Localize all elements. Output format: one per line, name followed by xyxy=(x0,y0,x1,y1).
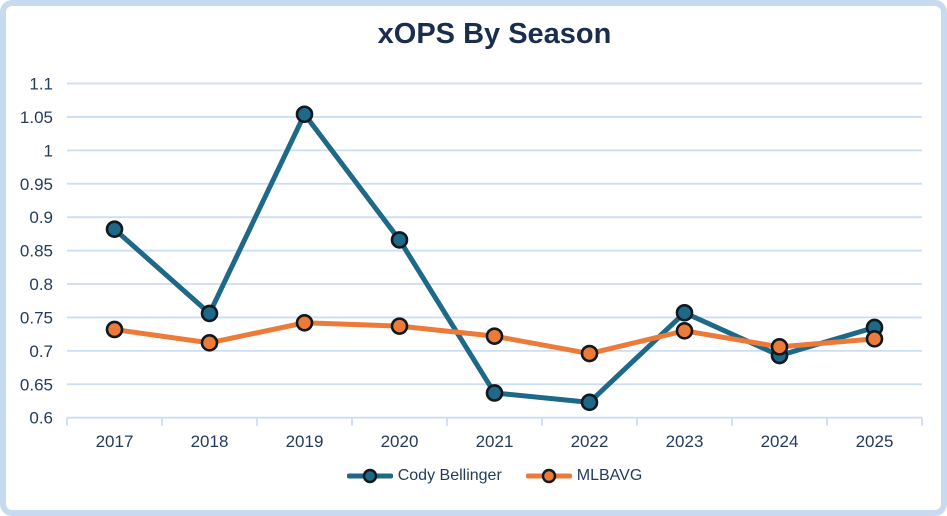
chart-legend: Cody Bellinger MLBAVG xyxy=(67,466,922,486)
x-tick-label: 2024 xyxy=(761,432,799,451)
x-tick-label: 2023 xyxy=(666,432,704,451)
data-point-cody-bellinger-2018 xyxy=(200,304,219,323)
x-tick-label: 2021 xyxy=(476,432,514,451)
y-tick-label: 1 xyxy=(44,141,53,160)
data-point-mlbavg-2018 xyxy=(200,334,219,352)
y-tick-label: 0.8 xyxy=(29,275,53,294)
data-point-cody-bellinger-2020 xyxy=(390,231,409,249)
y-tick-label: 0.95 xyxy=(20,175,53,194)
series-line-cody-bellinger xyxy=(112,111,877,405)
y-tick-label: 0.9 xyxy=(29,208,53,227)
legend-item-mlbavg: MLBAVG xyxy=(525,466,643,486)
legend-item-cody-bellinger: Cody Bellinger xyxy=(346,466,502,486)
data-point-cody-bellinger-2023 xyxy=(675,303,694,322)
y-tick-label: 0.85 xyxy=(20,242,53,261)
y-tick-label: 0.75 xyxy=(20,308,53,327)
data-point-mlbavg-2023 xyxy=(675,322,694,340)
y-tick-label: 0.7 xyxy=(29,342,53,361)
y-tick-label: 1.1 xyxy=(29,75,53,94)
y-tick-label: 0.65 xyxy=(20,375,53,394)
y-tick-label: 0.6 xyxy=(29,409,53,428)
x-tick-label: 2018 xyxy=(191,432,229,451)
x-tick-label: 2022 xyxy=(571,432,609,451)
data-point-cody-bellinger-2021 xyxy=(485,384,504,402)
data-point-mlbavg-2022 xyxy=(580,344,599,363)
data-point-mlbavg-2024 xyxy=(770,338,789,356)
chart-title: xOPS By Season xyxy=(377,18,612,50)
data-point-mlbavg-2025 xyxy=(865,330,884,348)
data-point-mlbavg-2019 xyxy=(295,313,314,332)
x-tick-label: 2020 xyxy=(381,432,419,451)
x-tick-label: 2019 xyxy=(286,432,324,451)
data-point-cody-bellinger-2017 xyxy=(105,220,124,239)
x-tick-label: 2017 xyxy=(96,432,134,451)
legend-marker-cody-bellinger-icon xyxy=(346,468,393,484)
data-point-mlbavg-2017 xyxy=(105,320,124,339)
data-point-mlbavg-2020 xyxy=(390,317,409,335)
data-point-cody-bellinger-2022 xyxy=(580,393,599,412)
legend-label-mlbavg: MLBAVG xyxy=(576,467,643,484)
data-point-cody-bellinger-2019 xyxy=(295,105,314,124)
legend-label-cody-bellinger: Cody Bellinger xyxy=(397,467,502,484)
data-point-mlbavg-2021 xyxy=(485,327,504,345)
x-tick-label: 2025 xyxy=(856,432,894,451)
y-tick-label: 1.05 xyxy=(20,108,53,127)
legend-marker-mlbavg-icon xyxy=(525,468,572,484)
